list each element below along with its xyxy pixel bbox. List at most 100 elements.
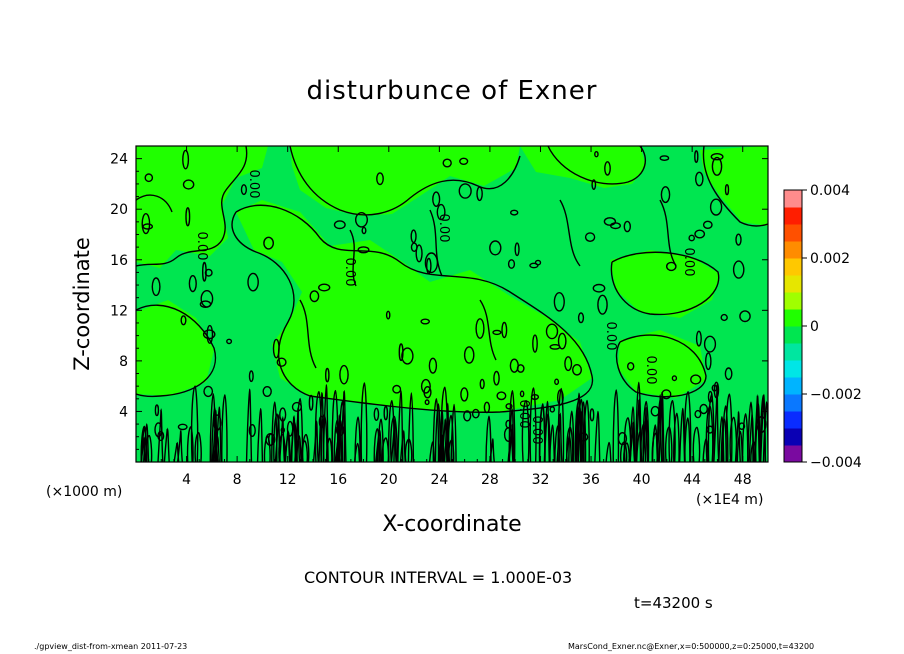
- contour-line: [376, 429, 383, 462]
- contour-line: [642, 406, 649, 462]
- contour-line: [438, 434, 445, 462]
- field-region: [700, 146, 768, 226]
- contour-line: [664, 426, 673, 462]
- contour-line: [594, 150, 599, 158]
- contour-label: 0.00: [681, 248, 696, 277]
- contour-line: [699, 403, 709, 415]
- contour-line: [702, 220, 713, 230]
- contour-line: [557, 387, 565, 462]
- contour-line: [734, 410, 741, 462]
- contour-line: [747, 401, 754, 462]
- contour-line: [659, 199, 677, 267]
- contour-line: [186, 426, 194, 462]
- contour-line: [291, 421, 298, 462]
- contour-line: [724, 367, 733, 381]
- contour-line: [256, 407, 264, 462]
- contour-line: [479, 299, 497, 361]
- contour-interval-label: CONTOUR INTERVAL = 1.000E-03: [304, 568, 573, 587]
- contour-line: [584, 232, 596, 243]
- contour-line: [660, 186, 671, 204]
- colorbar-tick-label: −0.004: [810, 455, 862, 471]
- contour-line: [215, 406, 222, 462]
- x-tick-label: 32: [532, 472, 550, 488]
- contour-line: [471, 408, 480, 419]
- contour-line: [333, 419, 340, 462]
- contour-line: [724, 183, 730, 196]
- contour-line: [300, 440, 309, 462]
- contour-line: [226, 338, 233, 345]
- x-tick-label: 44: [683, 472, 701, 488]
- contour-line: [194, 431, 202, 462]
- contour-line: [420, 318, 431, 325]
- colorbar-swatch: [784, 275, 802, 293]
- colorbar-swatch: [784, 224, 802, 242]
- contour-line: [267, 433, 274, 447]
- contour-line: [262, 386, 272, 398]
- x-axis-scale-note: (×1E4 m): [696, 492, 764, 508]
- y-tick-label: 8: [119, 354, 128, 370]
- colorbar-swatch: [784, 258, 802, 276]
- contour-line: [428, 441, 436, 462]
- contour-line: [623, 220, 631, 233]
- plot-area: 0.000.000.000.000.000.000.000.000.00: [136, 146, 768, 462]
- contour-line: [705, 352, 712, 371]
- contour-label: 0.00: [194, 232, 209, 261]
- contour-line: [276, 357, 287, 367]
- time-label: t=43200 s: [634, 594, 713, 612]
- contour-line: [713, 381, 720, 399]
- x-axis-label: X-coordinate: [382, 512, 522, 537]
- contour-line: [383, 405, 389, 421]
- contour-line: [516, 364, 525, 373]
- contour-line: [615, 334, 707, 398]
- contour-line: [440, 386, 449, 462]
- contour-line: [706, 425, 714, 434]
- contour-line: [492, 329, 502, 336]
- contour-line: [572, 363, 583, 376]
- y-axis-label: Z-coordinate: [70, 237, 94, 371]
- x-tick-label: 28: [481, 472, 499, 488]
- contour-line: [476, 186, 483, 202]
- colorbar-tick-label: −0.002: [810, 387, 862, 403]
- contour-line: [694, 409, 702, 419]
- contour-line: [732, 260, 745, 279]
- contour-labels: 0.000.000.000.000.000.000.000.000.00: [194, 170, 696, 445]
- contour-line: [231, 204, 594, 413]
- contour-line: [690, 374, 702, 385]
- field-region: [136, 146, 268, 268]
- contour-line: [296, 397, 304, 462]
- contour-line: [485, 415, 492, 462]
- contour-line: [423, 386, 432, 399]
- y-axis: 4 8 12 16 20 24: [110, 152, 768, 450]
- contour-line: [355, 211, 369, 228]
- contour-line: [557, 332, 567, 350]
- colorbar-swatch: [784, 241, 802, 259]
- contour-lines: [136, 146, 768, 462]
- contour-line: [182, 179, 195, 190]
- contour-line: [279, 407, 287, 422]
- contour-line: [694, 150, 699, 164]
- contour-line: [735, 233, 742, 246]
- contour-line: [180, 315, 187, 326]
- contour-line: [333, 220, 346, 230]
- contour-line: [702, 438, 709, 462]
- contour-line: [263, 435, 271, 462]
- y-tick-label: 4: [119, 404, 128, 420]
- contour-line: [349, 229, 357, 287]
- contour-line: [339, 364, 349, 385]
- contour-line: [415, 244, 423, 263]
- colorbar-swatch: [784, 326, 802, 344]
- x-tick-label: 16: [329, 472, 347, 488]
- contour-line: [301, 433, 310, 462]
- contour-line: [623, 442, 630, 462]
- contour-line: [144, 173, 154, 183]
- x-tick-label: 8: [233, 472, 242, 488]
- contour-line: [432, 191, 441, 207]
- contour-line: [136, 304, 217, 398]
- contour-line: [725, 393, 733, 462]
- contour-line: [538, 404, 546, 462]
- contour-line: [291, 401, 303, 412]
- contour-line: [335, 424, 345, 437]
- contour-line: [594, 410, 601, 462]
- contour-line: [501, 321, 508, 339]
- contour-line: [610, 251, 720, 316]
